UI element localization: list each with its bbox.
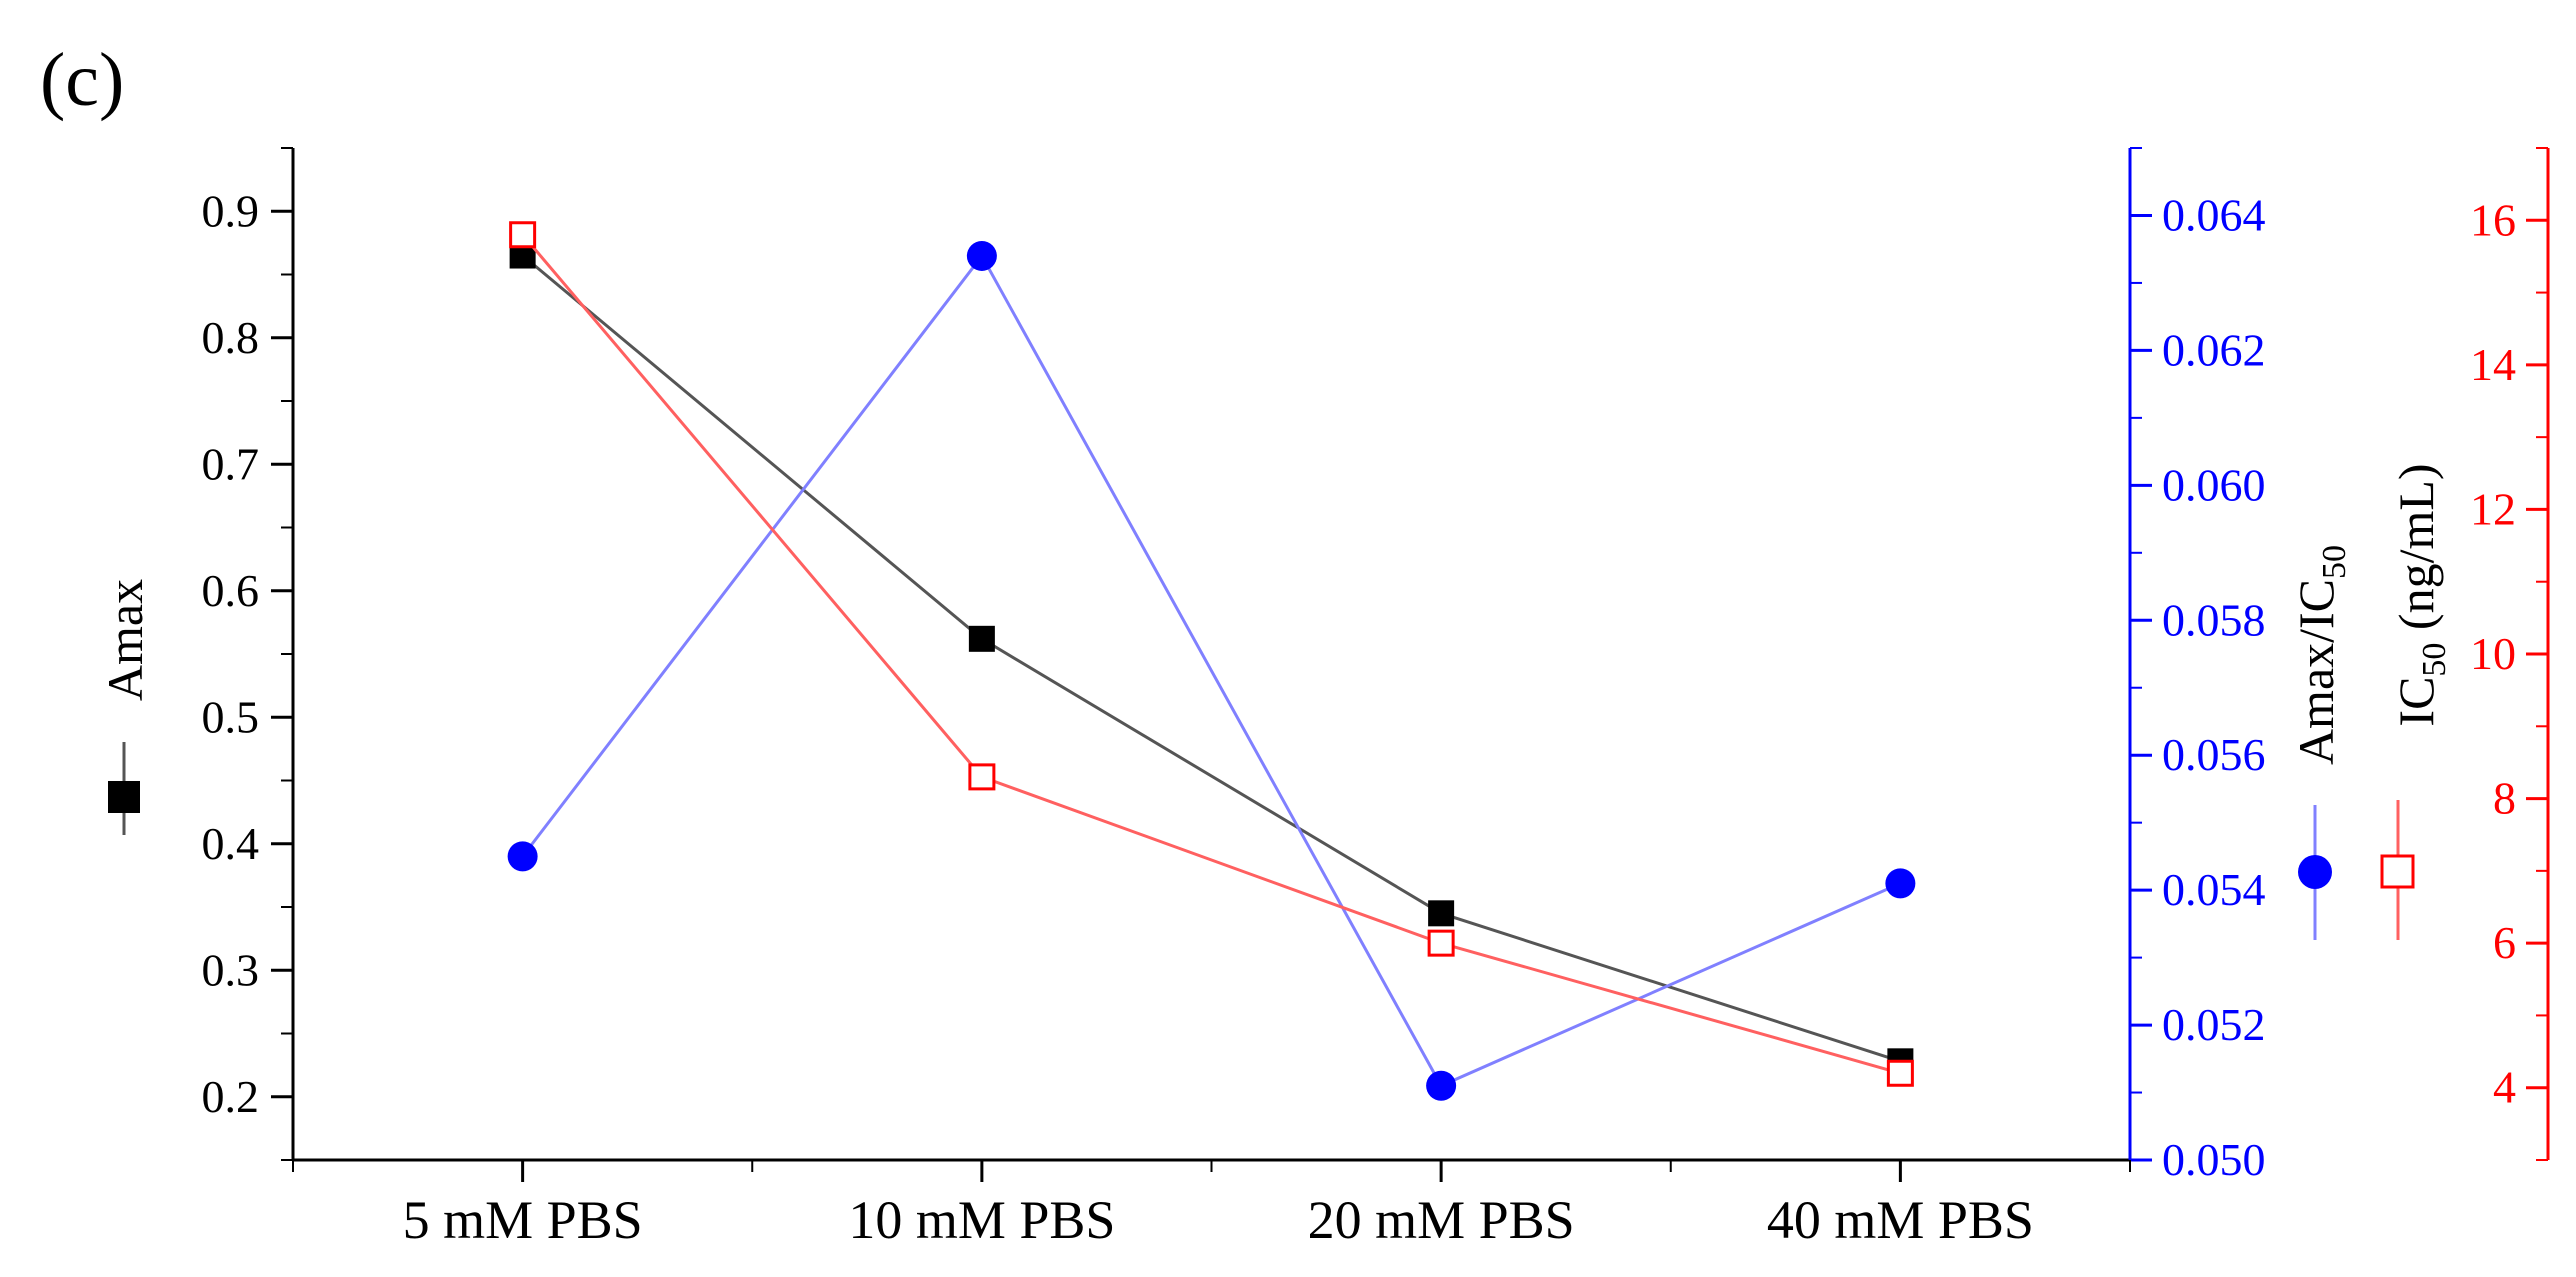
right1-axis-tick-label: 0.054 <box>2162 864 2266 915</box>
right-axis-amax-ic50: 0.050 0.052 0.054 0.056 0.058 0.060 0.062 0.064 <box>2130 147 2266 1185</box>
right1-axis-label-group: Amax/IC50 <box>2288 545 2353 940</box>
left-axis-tick-label: 0.8 <box>202 312 260 363</box>
right2-axis-tick-label: 8 <box>2493 773 2516 824</box>
left-axis-tick-label: 0.3 <box>202 944 260 995</box>
x-axis-tick-label: 20 mM PBS <box>1308 1190 1575 1250</box>
data-point-amax-ic50 <box>966 240 997 271</box>
right1-axis-label: Amax/IC50 <box>2288 545 2353 765</box>
right1-axis-tick-label: 0.058 <box>2162 594 2266 645</box>
right1-axis-tick-label: 0.060 <box>2162 459 2266 510</box>
left-axis-tick-label: 0.5 <box>202 691 260 742</box>
data-point-amax <box>968 625 995 652</box>
right2-axis-label: IC50 (ng/mL) <box>2388 463 2453 726</box>
right1-axis-tick-label: 0.056 <box>2162 729 2266 780</box>
left-axis-tick-label: 0.7 <box>202 438 260 489</box>
legend-marker-ic50 <box>2380 854 2415 889</box>
left-axis-tick-label: 0.6 <box>202 565 260 616</box>
x-axis-tick-label: 5 mM PBS <box>403 1190 643 1250</box>
left-axis: 0.2 0.3 0.4 0.5 0.6 0.7 0.8 0.9 <box>202 147 293 1161</box>
data-point-amax-ic50 <box>1885 868 1916 899</box>
right1-axis-tick-label: 0.052 <box>2162 999 2266 1050</box>
right1-axis-tick-label: 0.062 <box>2162 324 2266 375</box>
x-axis: 5 mM PBS 10 mM PBS 20 mM PBS 40 mM PBS <box>292 1160 2131 1250</box>
left-axis-tick-label: 0.2 <box>202 1071 260 1122</box>
data-point-amax-ic50 <box>1426 1070 1457 1101</box>
right2-axis-tick-label: 14 <box>2470 339 2516 390</box>
legend-marker-amax-ic50 <box>2298 855 2332 889</box>
data-point-ic50 <box>968 763 996 791</box>
data-point-amax <box>1428 900 1455 927</box>
data-point-ic50 <box>1427 929 1455 957</box>
right2-axis-label-group: IC50 (ng/mL) <box>2380 463 2453 940</box>
right2-axis-tick-label: 6 <box>2493 917 2516 968</box>
right2-axis-tick-label: 16 <box>2470 194 2516 245</box>
x-axis-tick-label: 40 mM PBS <box>1767 1190 2034 1250</box>
right1-axis-tick-label: 0.050 <box>2162 1134 2266 1185</box>
series-line-right2 <box>521 233 1901 1075</box>
series-layer <box>507 221 1916 1101</box>
right2-axis-tick-label: 12 <box>2470 483 2516 534</box>
right1-axis-tick-label: 0.064 <box>2162 189 2266 240</box>
series-line-right1 <box>521 253 1901 1088</box>
left-axis-label: Amax <box>97 579 153 701</box>
panel-label: (c) <box>40 38 124 122</box>
right2-axis-tick-label: 10 <box>2470 628 2516 679</box>
data-point-ic50 <box>1886 1059 1914 1087</box>
left-axis-tick-label: 0.4 <box>202 818 260 869</box>
series-line-left <box>521 254 1901 1063</box>
x-axis-tick-label: 10 mM PBS <box>848 1190 1115 1250</box>
right-axis-ic50: 4 6 8 10 12 14 16 <box>2470 147 2548 1161</box>
data-point-ic50 <box>509 221 537 249</box>
left-axis-label-group: Amax <box>97 579 153 835</box>
right2-axis-tick-label: 4 <box>2493 1062 2516 1113</box>
legend-marker-amax <box>108 781 140 813</box>
data-point-amax-ic50 <box>507 841 538 872</box>
left-axis-tick-label: 0.9 <box>202 185 260 236</box>
